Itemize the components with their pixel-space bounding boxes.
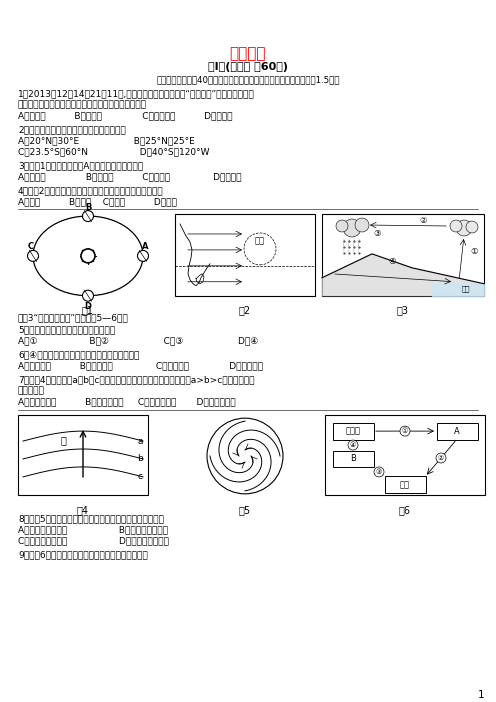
Text: 图6: 图6 <box>399 505 411 515</box>
Text: ①: ① <box>470 247 478 256</box>
FancyBboxPatch shape <box>332 423 373 439</box>
Text: B: B <box>350 454 356 463</box>
Circle shape <box>343 219 361 237</box>
Circle shape <box>27 251 39 261</box>
Text: A．总星系          B．銀河系              C．河外星系          D．太阳系: A．总星系 B．銀河系 C．河外星系 D．太阳系 <box>18 112 233 121</box>
Text: A: A <box>142 242 149 251</box>
Text: 8．读图5，从该天气系统所处的半球和气压分布看，它属于: 8．读图5，从该天气系统所处的半球和气压分布看，它属于 <box>18 515 164 524</box>
Text: A．流水侵蚀          B．流水沉积               C．海浪侵蚀              D．风力沉积: A．流水侵蚀 B．流水沉积 C．海浪侵蚀 D．风力沉积 <box>18 362 263 371</box>
Text: 5．受人类活动影响最大的水循环环节是: 5．受人类活动影响最大的水循环环节是 <box>18 326 115 335</box>
Circle shape <box>355 218 369 232</box>
Bar <box>322 214 484 296</box>
Text: A．冬至日              B．春分日          C．夏至日               D．秋分日: A．冬至日 B．春分日 C．夏至日 D．秋分日 <box>18 172 242 181</box>
Text: 图1: 图1 <box>82 305 94 316</box>
Text: D: D <box>84 302 91 311</box>
FancyBboxPatch shape <box>384 477 426 494</box>
Text: 岩浆: 岩浆 <box>400 480 410 489</box>
Bar <box>325 415 485 495</box>
Text: 选择题（本大题入40小题，每一小题只有一个选项符合题意，每小题1.5分）: 选择题（本大题入40小题，每一小题只有一个选项符合题意，每小题1.5分） <box>156 76 340 85</box>
Text: ③: ③ <box>376 469 382 475</box>
Circle shape <box>436 453 446 463</box>
Text: c: c <box>137 472 142 482</box>
Text: C．23.5°S，60°N                  D．40°S，120°W: C．23.5°S，60°N D．40°S，120°W <box>18 147 209 157</box>
Text: 3．读图1，当地球公转到A点时，此时为北半球的: 3．读图1，当地球公转到A点时，此时为北半球的 <box>18 161 143 171</box>
Text: 1: 1 <box>477 690 484 700</box>
Text: ③: ③ <box>373 229 381 238</box>
Circle shape <box>336 220 348 232</box>
Text: 第Ⅰ卷(选择题 共60分): 第Ⅰ卷(选择题 共60分) <box>208 62 288 72</box>
Text: 图3: 图3 <box>397 305 409 316</box>
Text: b: b <box>137 454 143 463</box>
Text: a: a <box>137 437 143 446</box>
Text: 图2: 图2 <box>239 305 251 316</box>
FancyBboxPatch shape <box>436 423 478 439</box>
Polygon shape <box>322 254 484 296</box>
Text: 7．读图4，如果图中a、b、c为甲海域表层海水等温线，且在数値上a>b>c，则甲海域流: 7．读图4，如果图中a、b、c为甲海域表层海水等温线，且在数値上a>b>c，则甲… <box>18 376 254 385</box>
Text: 6．④环节型途河流入海口三角洲地貌，其作用是: 6．④环节型途河流入海口三角洲地貌，其作用是 <box>18 350 139 359</box>
Text: 2．下列各地中，每年两次受到太阳直射的是: 2．下列各地中，每年两次受到太阳直射的是 <box>18 126 126 135</box>
Text: 低压: 低压 <box>255 237 265 246</box>
Text: C: C <box>27 242 33 251</box>
Circle shape <box>81 249 95 263</box>
Bar <box>18 415 148 495</box>
Text: 1．2013年12月14日21点11分,承载着中国探月新梦想的“嫦娥三号”月球探测器在月: 1．2013年12月14日21点11分,承载着中国探月新梦想的“嫦娥三号”月球探… <box>18 90 255 98</box>
Circle shape <box>137 251 148 261</box>
Text: 图4: 图4 <box>77 505 89 515</box>
Circle shape <box>374 467 384 477</box>
Text: A．20°N，30°E                   B．25°N，25°E: A．20°N，30°E B．25°N，25°E <box>18 136 195 145</box>
Text: C．南半球，高气压                  D．南半球，低气压: C．南半球，高气压 D．南半球，低气压 <box>18 536 169 545</box>
Circle shape <box>456 220 472 236</box>
Text: A．北半球，高气压                  B．北半球，低气压: A．北半球，高气压 B．北半球，低气压 <box>18 526 168 535</box>
Text: 沉积岩: 沉积岩 <box>346 427 361 436</box>
Text: ②: ② <box>438 455 444 461</box>
Text: A．春季          B．夏季    C．秋季          D．冬季: A．春季 B．夏季 C．秋季 D．冬季 <box>18 197 177 206</box>
Text: A: A <box>454 427 460 436</box>
Text: ④: ④ <box>388 257 396 266</box>
Text: 高一地理: 高一地理 <box>230 46 266 61</box>
Circle shape <box>466 221 478 233</box>
Polygon shape <box>432 284 484 296</box>
Text: 球表面成功软着陆，下列天体系统中，不包含月球的是: 球表面成功软着陆，下列天体系统中，不包含月球的是 <box>18 100 147 110</box>
Text: A．①                  B．②                   C．③                   D．④: A．① B．② C．③ D．④ <box>18 336 258 345</box>
Text: 海洋: 海洋 <box>462 286 470 292</box>
Circle shape <box>82 211 94 222</box>
Text: 图5: 图5 <box>239 505 251 515</box>
Bar <box>175 214 315 296</box>
Circle shape <box>450 220 462 232</box>
Text: 9．读图6，图中关于字母代表的岩石，表述正确的是: 9．读图6，图中关于字母代表的岩石，表述正确的是 <box>18 550 148 559</box>
Circle shape <box>400 426 410 436</box>
Text: 经的洋流为: 经的洋流为 <box>18 386 45 395</box>
FancyBboxPatch shape <box>332 451 373 468</box>
Circle shape <box>82 290 94 301</box>
Text: B: B <box>85 203 91 211</box>
Text: ①: ① <box>402 428 408 434</box>
Text: 甲: 甲 <box>60 435 66 445</box>
Text: 4．读图2，若此图表示亚欧大陆东部季风环流，则此季节是: 4．读图2，若此图表示亚欧大陆东部季风环流，则此季节是 <box>18 186 164 195</box>
Text: ④: ④ <box>350 442 356 448</box>
Text: ②: ② <box>419 216 427 225</box>
Text: 读图3“水循环示意图”，完成题5—6题。: 读图3“水循环示意图”，完成题5—6题。 <box>18 314 129 323</box>
Text: A．北半球暖流          B．北半球寒流     C．南半球暖流       D．南半球寒流: A．北半球暖流 B．北半球寒流 C．南半球暖流 D．南半球寒流 <box>18 397 236 406</box>
Circle shape <box>348 440 358 450</box>
